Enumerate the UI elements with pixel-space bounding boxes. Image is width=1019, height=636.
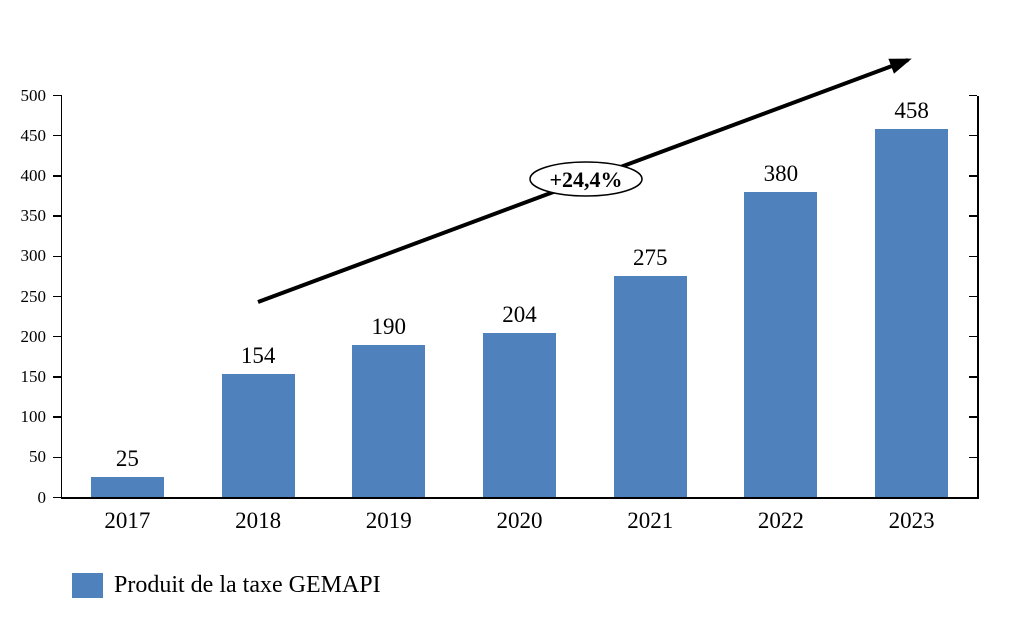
legend: Produit de la taxe GEMAPI [72, 571, 381, 599]
x-axis-line [60, 496, 977, 499]
x-axis-label: 2019 [365, 507, 412, 533]
x-axis-label: 2018 [235, 507, 282, 533]
right-axis-tick [969, 335, 977, 338]
x-axis-label: 2021 [627, 507, 674, 533]
right-axis-tick [969, 416, 977, 418]
legend-label: Produit de la taxe GEMAPI [114, 572, 381, 598]
y-axis-tick [52, 94, 62, 97]
right-axis-tick [969, 376, 977, 378]
y-axis-tick [52, 215, 62, 217]
bar-2022 [744, 191, 818, 498]
y-axis-tick-label: 400 [20, 165, 47, 185]
y-axis-tick [52, 175, 62, 177]
y-axis-tick-label: 0 [37, 487, 47, 507]
y-axis-tick-label: 100 [20, 407, 47, 427]
x-axis-label: 2017 [104, 507, 151, 533]
right-axis-tick [969, 215, 977, 217]
bar-value-label: 380 [763, 160, 799, 186]
y-axis-tick-label: 450 [20, 125, 47, 145]
bar-2017 [90, 477, 164, 498]
right-axis-tick [969, 295, 977, 298]
bar-2023 [875, 129, 949, 498]
right-axis-tick [969, 94, 977, 97]
y-axis-tick-label: 50 [29, 447, 46, 467]
right-axis-tick [969, 496, 977, 499]
y-axis-tick-label: 500 [20, 85, 47, 105]
y-axis-tick [52, 134, 62, 137]
y-axis-tick-label: 150 [20, 366, 47, 386]
y-axis-tick [52, 416, 62, 418]
right-axis-tick [969, 255, 977, 258]
bar-2020 [483, 333, 556, 498]
bar-value-label: 458 [894, 98, 929, 124]
right-axis-line [977, 95, 979, 499]
bar-value-label: 190 [371, 313, 407, 339]
y-axis-tick-label: 250 [20, 286, 47, 306]
y-axis-tick [52, 496, 62, 499]
right-axis-tick [969, 456, 977, 459]
y-axis-tick-label: 350 [20, 206, 47, 226]
right-axis-tick [969, 134, 977, 137]
bar-value-label: 25 [115, 446, 139, 472]
bar-2021 [613, 276, 687, 498]
bar-2018 [221, 373, 295, 498]
legend-swatch [72, 572, 103, 598]
x-axis-label: 2023 [888, 507, 935, 533]
y-axis-tick [52, 295, 62, 298]
y-axis-tick-label: 300 [20, 246, 47, 266]
bar-value-label: 275 [632, 245, 668, 271]
y-axis-tick [52, 255, 62, 258]
y-axis-tick [52, 456, 62, 459]
y-axis-tick-label: 200 [20, 326, 47, 346]
y-axis-tick [52, 335, 62, 338]
bar-value-label: 154 [240, 342, 276, 368]
right-axis-tick [969, 175, 977, 177]
x-axis-label: 2020 [496, 507, 543, 533]
x-axis-label: 2022 [757, 507, 804, 533]
bar-value-label: 204 [502, 302, 537, 328]
bar-2019 [352, 344, 426, 498]
y-axis-tick [52, 376, 62, 378]
